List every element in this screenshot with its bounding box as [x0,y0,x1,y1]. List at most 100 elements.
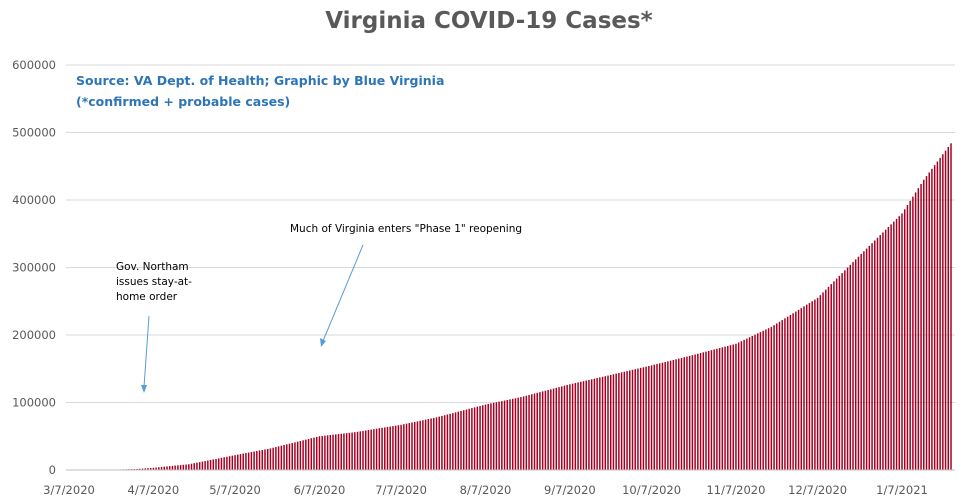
bar [724,346,726,471]
bar [321,435,323,470]
bar [574,383,577,470]
bar [288,443,291,470]
bar [351,432,353,470]
bar [381,427,383,470]
x-tick-label: 4/7/2020 [128,483,180,497]
bar [563,385,566,470]
bar [375,428,378,470]
bar [269,448,272,470]
bar [808,303,811,470]
bar [558,387,560,471]
bar [580,381,582,470]
bar [786,316,789,470]
bar [884,229,887,470]
bar [846,267,849,470]
bar [511,398,514,470]
bar [223,457,225,470]
bar [403,424,405,470]
bar [443,415,446,470]
bar [675,359,677,470]
bar [397,425,400,470]
bar [204,461,206,470]
bar [468,408,470,470]
bar [364,430,367,470]
bar [343,433,345,470]
y-tick-label: 200000 [12,328,56,342]
bar [212,459,215,470]
bar [898,216,901,470]
bar [313,437,315,470]
bar [441,415,443,470]
x-tick-label: 6/7/2020 [294,483,346,497]
bar [596,378,598,470]
bar [895,218,898,470]
bar [917,188,920,470]
bar [550,389,552,470]
bar [392,426,394,470]
bar [623,371,626,470]
bar [433,417,435,470]
bar [261,449,264,470]
bar [158,467,160,470]
bar [520,397,522,470]
bar [310,438,313,470]
bar [435,417,438,470]
bar [664,362,666,470]
bar [405,423,408,470]
bar [487,403,489,470]
bar [539,392,541,470]
chart-title: Virginia COVID-19 Cases* [325,8,652,34]
bar [781,320,783,470]
bar [555,387,558,470]
bar [307,438,310,470]
bar [536,392,538,470]
y-tick-label: 500000 [12,126,56,140]
bar [566,384,568,470]
bar [509,399,511,470]
bar [607,375,609,470]
bar [727,345,729,470]
bar [601,376,604,470]
bar [718,348,721,470]
bar [296,441,299,470]
bar [411,422,413,470]
bar [193,463,195,470]
bar [874,240,876,470]
bar [283,445,285,470]
bar [914,192,917,470]
bar [471,408,473,470]
bar [615,373,617,470]
bar [694,354,696,470]
bar [294,442,296,470]
bar [800,308,803,470]
bar [571,383,574,470]
annotation-phase-1-label: Much of Virginia enters "Phase 1" reopen… [290,223,522,235]
bar [609,374,612,470]
bar [144,468,146,470]
x-tick-label: 8/7/2020 [460,483,512,497]
bar [160,466,163,470]
bar [525,395,528,470]
bar [264,449,266,470]
bar [754,334,756,470]
bar [950,143,952,471]
bar [811,301,813,470]
bar [933,165,936,471]
bar [776,323,778,470]
bar [340,433,342,470]
bar [389,426,391,470]
bar [626,371,628,470]
bar [215,458,217,470]
annotation-stay-at-home-line-2: issues stay-at- [116,276,192,288]
bar [373,429,375,470]
bar [318,436,321,470]
bar [577,382,579,470]
bar [324,435,326,470]
bar [748,337,751,470]
bar [688,355,691,470]
bar [669,360,672,470]
bar [424,419,427,470]
bar [152,467,155,470]
bar [882,232,884,470]
bar [226,456,228,470]
